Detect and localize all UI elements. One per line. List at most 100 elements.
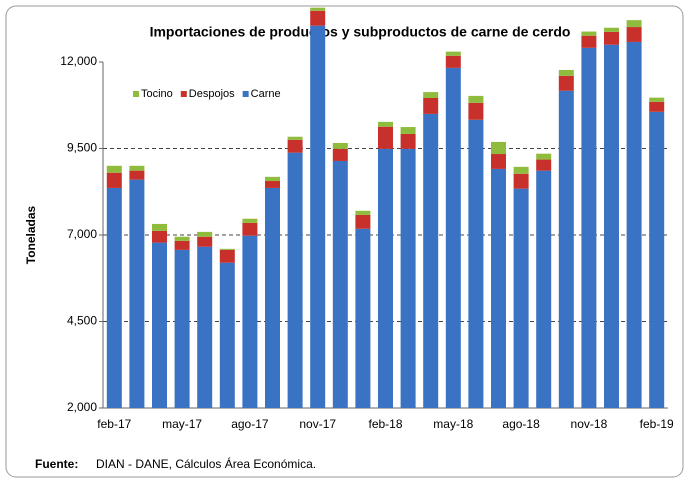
bar-segment (491, 141, 506, 155)
bar-segment (332, 160, 348, 408)
bar-segment (513, 166, 529, 174)
bar-segment (513, 188, 529, 408)
chart-title: Importaciones de productos y subproducto… (150, 24, 571, 40)
bar-segment (536, 153, 552, 160)
bar-segment (219, 262, 235, 408)
bar-segment (197, 231, 213, 237)
x-tick-label: feb-19 (640, 417, 674, 431)
bar-segment (197, 246, 213, 408)
bar-segment (445, 67, 461, 408)
bar-segment (649, 101, 665, 112)
legend-label: Carne (251, 88, 281, 100)
bar-segment (378, 148, 393, 408)
bar-segment (491, 154, 506, 169)
bar-segment (558, 90, 574, 408)
bar-segment (287, 139, 303, 153)
source-text: DIAN - DANE, Cálculos Área Económica. (96, 456, 316, 471)
bar-segment (106, 172, 122, 188)
bar-segment (265, 187, 280, 408)
bar-segment (106, 187, 122, 408)
bar-segment (445, 51, 461, 56)
bar-segment (468, 95, 484, 103)
bar-segment (242, 218, 258, 223)
bar-segment (355, 214, 371, 229)
bar-segment (174, 249, 190, 408)
y-axis-label: Toneladas (24, 205, 38, 264)
bar-segment (355, 210, 371, 215)
bar-segment (558, 69, 574, 76)
y-tick-label: 2,000 (67, 400, 97, 414)
bar-segment (423, 92, 439, 98)
x-tick-label: nov-17 (299, 417, 336, 431)
bar-segment (400, 148, 416, 408)
bar-segment (558, 75, 574, 91)
bar-segment (106, 165, 122, 173)
bar-segment (626, 27, 642, 42)
x-tick-label: nov-18 (571, 417, 608, 431)
bar-segment (129, 170, 145, 180)
bar-segment (378, 126, 393, 149)
bar-segment (355, 228, 371, 408)
bar-segment (581, 31, 597, 36)
bar-segment (604, 31, 619, 45)
x-tick-label: ago-18 (502, 417, 540, 431)
x-tick-label: feb-17 (97, 417, 131, 431)
bar-segment (332, 148, 348, 161)
bar-segment (513, 173, 529, 189)
bar-segment (287, 136, 303, 140)
bar-segment (604, 27, 619, 32)
bar-segment (287, 152, 303, 408)
x-tick-label: ago-17 (231, 417, 269, 431)
y-tick-label: 7,000 (67, 227, 97, 241)
bar-segment (310, 10, 326, 26)
bar-segment (152, 230, 167, 243)
bar-segment (581, 47, 597, 409)
bar-segment (378, 121, 393, 127)
bar-segment (536, 170, 552, 408)
bar-segment (242, 222, 258, 236)
y-tick-label: 4,500 (67, 314, 97, 328)
bar-segment (445, 55, 461, 68)
x-tick-label: may-17 (162, 417, 202, 431)
legend-swatch (242, 91, 249, 97)
bar-segment (649, 97, 665, 102)
bar-segment (152, 242, 167, 408)
y-tick-label: 9,500 (67, 141, 97, 155)
bar-segment (626, 41, 642, 408)
legend-swatch (180, 91, 187, 97)
bar-segment (581, 35, 597, 48)
bar-segment (219, 248, 235, 250)
bar-segment (152, 223, 167, 231)
bar-segment (174, 236, 190, 241)
bar-segment (423, 113, 439, 409)
bar-segment (400, 133, 416, 149)
bar-segment (491, 168, 506, 408)
bar-segment (129, 179, 145, 408)
bar-segment (310, 25, 326, 408)
bar-segment (400, 127, 416, 134)
bar-segment (129, 165, 145, 171)
bar-segment (649, 111, 665, 408)
legend-label: Tocino (141, 88, 173, 100)
bar-segment (332, 142, 348, 149)
bar-segment (423, 97, 439, 114)
bar-segment (174, 240, 190, 250)
bar-segment (242, 235, 258, 408)
legend-swatch (133, 91, 139, 97)
bar-segment (265, 176, 280, 182)
x-tick-label: may-18 (433, 417, 473, 431)
source-label: Fuente: (35, 457, 78, 471)
legend-label: Despojos (189, 88, 235, 100)
bar-segment (310, 7, 326, 11)
bar-segment (604, 44, 619, 408)
bar-segment (536, 159, 552, 171)
bar-segment (197, 236, 213, 247)
bar-segment (626, 20, 642, 28)
bar-segment (265, 181, 280, 188)
y-tick-label: 12,000 (60, 54, 97, 68)
bar-segment (219, 249, 235, 263)
bar-segment (468, 119, 484, 409)
x-tick-label: feb-18 (368, 417, 402, 431)
bar-segment (468, 102, 484, 120)
